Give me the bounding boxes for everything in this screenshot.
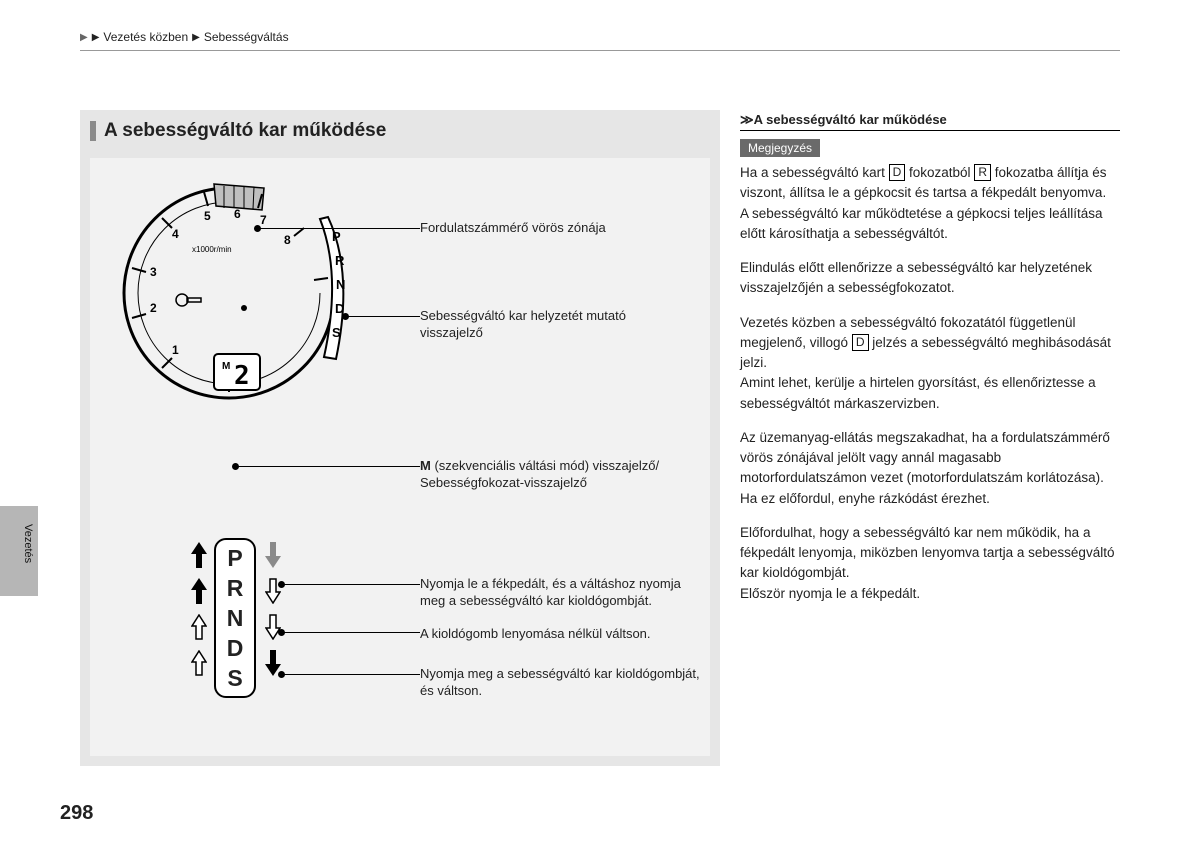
leader-line [346,316,420,317]
breadcrumb: ▶ ▶ Vezetés közben ▶ Sebességváltás [80,30,289,44]
note-paragraph: Vezetés közben a sebességváltó fokozatát… [740,313,1120,414]
manual-page: ▶ ▶ Vezetés közben ▶ Sebességváltás Veze… [0,0,1200,847]
svg-text:N: N [336,277,345,292]
section-title-text: A sebességváltó kar működése [104,120,386,142]
svg-text:4: 4 [172,227,179,241]
svg-text:7: 7 [260,213,267,227]
svg-text:5: 5 [204,209,211,223]
side-heading: ≫A sebességváltó kar működése [740,112,1120,131]
tachometer-gauge: 0 1 2 3 4 5 6 7 8 x1000r/min [114,178,344,408]
page-number: 298 [60,802,93,825]
note-paragraph: Ha a sebességváltó kart D fokozatból R f… [740,163,1120,244]
shift-arrows-up [190,542,208,676]
arrow-down-gray-icon [265,542,281,568]
leader-line [282,584,420,585]
side-note-column: ≫A sebességváltó kar működése Megjegyzés… [740,112,1120,618]
svg-text:S: S [332,325,341,340]
callout-shift-button: Nyomja meg a sebességváltó kar kioldógom… [420,666,700,700]
callout-redzone: Fordulatszámmérő vörös zónája [420,220,690,237]
breadcrumb-item: Sebességváltás [204,30,289,44]
shift-pos: D [216,633,254,663]
svg-text:M: M [222,361,230,372]
shift-pos: N [216,603,254,633]
shift-lever-positions: P R N D S [214,538,256,698]
callout-shift-brake: Nyomja le a fékpedált, és a váltáshoz ny… [420,576,700,610]
chevron-icon: ▶ [192,32,200,43]
leader-line [282,674,420,675]
leader-line [282,632,420,633]
arrow-up-outline-icon [191,650,207,676]
note-paragraph: Elindulás előtt ellenőrizze a sebességvá… [740,258,1120,299]
svg-text:6: 6 [234,207,241,221]
section-title: A sebességváltó kar működése [90,120,386,142]
tach-unit-label: x1000r/min [192,245,232,254]
arrow-down-outline-icon [265,614,281,640]
gear-box-d: D [852,334,869,351]
chevron-icon: ≫ [740,112,751,127]
diagram-area: 0 1 2 3 4 5 6 7 8 x1000r/min [90,158,710,756]
section-tab-label: Vezetés [22,524,34,563]
arrow-up-solid-icon [191,578,207,604]
chevron-icon: ▶ [92,32,100,43]
note-paragraph: Előfordulhat, hogy a sebességváltó kar n… [740,523,1120,604]
svg-text:8: 8 [284,233,291,247]
divider [80,50,1120,51]
shift-arrows-down [264,542,282,676]
gear-position-indicator: P R N D S [320,213,358,363]
svg-text:3: 3 [150,265,157,279]
gear-box-d: D [889,164,906,181]
svg-text:2: 2 [150,301,157,315]
leader-line [236,466,420,467]
section-tab: Vezetés [0,506,38,596]
shift-pos: P [216,543,254,573]
arrow-up-outline-icon [191,614,207,640]
title-bar-icon [90,121,96,141]
shift-pos: S [216,663,254,693]
note-badge: Megjegyzés [740,139,820,157]
arrow-up-solid-icon [191,542,207,568]
svg-text:R: R [335,253,345,268]
diagram-panel: A sebességváltó kar működése [80,110,720,766]
shift-pos: R [216,573,254,603]
svg-text:P: P [332,229,341,244]
callout-gear-indicator: Sebességváltó kar helyzetét mutató vissz… [420,308,690,342]
note-paragraph: Az üzemanyag-ellátás megszakadhat, ha a … [740,428,1120,509]
svg-text:2: 2 [234,361,250,391]
leader-line [258,228,420,229]
callout-shift-free: A kioldógomb lenyomása nélkül váltson. [420,626,700,643]
gear-box-r: R [974,164,991,181]
breadcrumb-item: Vezetés közben [103,30,188,44]
chevron-icon: ▶ [80,32,88,43]
callout-m-indicator: M (szekvenciális váltási mód) visszajelz… [420,458,690,492]
svg-text:1: 1 [172,343,179,357]
